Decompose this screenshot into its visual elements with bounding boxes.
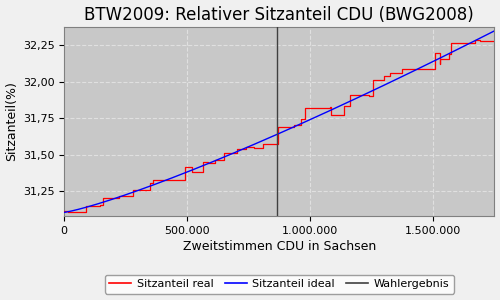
Title: BTW2009: Relativer Sitzanteil CDU (BWG2008): BTW2009: Relativer Sitzanteil CDU (BWG20… <box>84 6 474 24</box>
Y-axis label: Sitzanteil(%): Sitzanteil(%) <box>6 81 18 161</box>
X-axis label: Zweitstimmen CDU in Sachsen: Zweitstimmen CDU in Sachsen <box>182 240 376 253</box>
Legend: Sitzanteil real, Sitzanteil ideal, Wahlergebnis: Sitzanteil real, Sitzanteil ideal, Wahle… <box>104 274 454 293</box>
